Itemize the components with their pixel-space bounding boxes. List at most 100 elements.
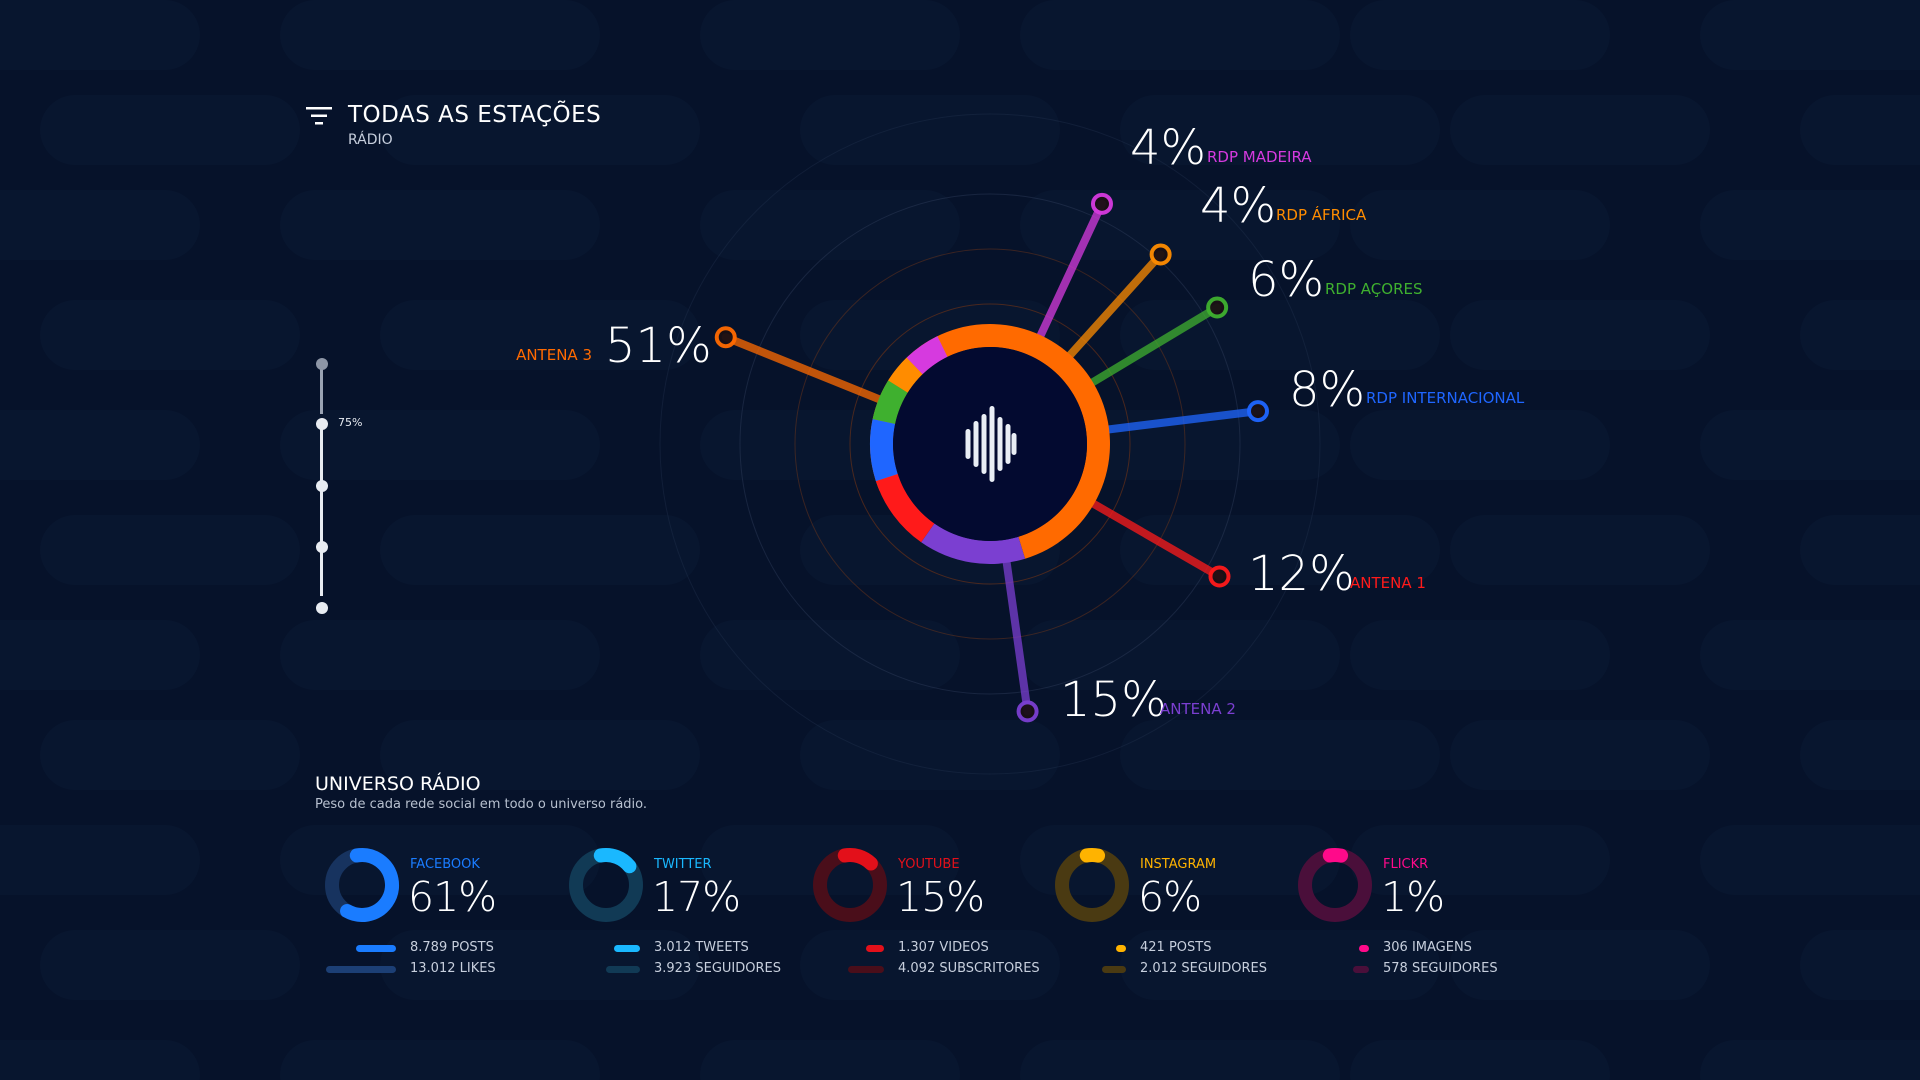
guide-circle [739, 193, 1241, 695]
background-pill [800, 95, 1060, 165]
social-card-flickr[interactable]: FLICKR 1% 306 IMAGENS 578 SEGUIDORES [1295, 845, 1545, 976]
background-pill [0, 620, 200, 690]
social-name-instagram: INSTAGRAM [1140, 857, 1217, 872]
donut-segment-acores[interactable] [872, 380, 908, 424]
universo-section-header: UNIVERSO RÁDIO Peso de cada rede social … [315, 773, 647, 812]
social-percent-instagram: 6% [1138, 873, 1202, 921]
background-pill [380, 515, 700, 585]
social-percent-twitter: 17% [652, 873, 741, 921]
metric-bar [1359, 945, 1369, 952]
station-name-antena3: ANTENA 3 [516, 346, 592, 364]
universo-title: UNIVERSO RÁDIO [315, 773, 481, 795]
leader-endpoint-internacional[interactable] [1246, 400, 1269, 423]
station-name-internacional: RDP INTERNACIONAL [1366, 389, 1525, 407]
social-metric-facebook-2: 13.012 LIKES [322, 961, 582, 977]
leader-line-acores [1085, 303, 1222, 389]
donut-segment-antena1[interactable] [875, 473, 935, 543]
background-pill [1350, 1040, 1610, 1080]
slider-value-label: 75% [338, 416, 363, 429]
background-pill [1450, 720, 1710, 790]
guide-circle [794, 248, 1186, 640]
station-percent-madeira: 4% [1130, 120, 1206, 176]
audio-wave-icon [965, 406, 1017, 482]
page-title[interactable]: TODAS AS ESTAÇÕES [348, 102, 602, 128]
background-pill [1020, 620, 1340, 690]
background-pill [40, 930, 300, 1000]
background-pill [700, 620, 960, 690]
filter-icon[interactable] [306, 106, 334, 126]
slider-fill [320, 424, 323, 596]
leader-endpoint-antena1[interactable] [1208, 565, 1231, 588]
background-pill [40, 300, 300, 370]
station-percent-antena2: 15% [1060, 672, 1167, 728]
social-name-facebook: FACEBOOK [410, 857, 480, 872]
background-pill [700, 190, 960, 260]
background-pill [1120, 95, 1440, 165]
metric-bar [614, 945, 640, 952]
station-percent-acores: 6% [1248, 252, 1324, 308]
background-pill [700, 1040, 960, 1080]
background-pill [40, 95, 300, 165]
donut-segment-africa[interactable] [888, 357, 923, 393]
station-percent-africa: 4% [1200, 178, 1276, 234]
metric-bar [866, 945, 884, 952]
background-pill [1020, 0, 1340, 70]
background-pill [280, 410, 600, 480]
background-pill [0, 0, 200, 70]
social-percent-youtube: 15% [896, 873, 985, 921]
background-pill [0, 410, 200, 480]
zoom-slider[interactable]: 75% [300, 350, 380, 620]
station-percent-antena1: 12% [1248, 546, 1355, 602]
slider-handle[interactable] [316, 418, 328, 430]
background-pill [380, 300, 700, 370]
leader-endpoint-antena3[interactable] [714, 326, 737, 349]
metric-text: 2.012 SEGUIDORES [1140, 961, 1267, 976]
social-card-facebook[interactable]: FACEBOOK 61% 8.789 POSTS 13.012 LIKES [322, 845, 572, 976]
slider-stop[interactable] [316, 602, 328, 614]
slider-stop[interactable] [316, 480, 328, 492]
guide-circle [849, 303, 1131, 585]
universo-subtitle: Peso de cada rede social em todo o unive… [315, 797, 648, 812]
social-percent-facebook: 61% [408, 873, 497, 921]
leader-endpoint-madeira[interactable] [1090, 192, 1113, 215]
leader-endpoint-antena2[interactable] [1016, 700, 1039, 723]
background-pill [40, 515, 300, 585]
station-name-africa: RDP ÁFRICA [1276, 205, 1367, 224]
station-name-antena2: ANTENA 2 [1160, 700, 1236, 718]
background-pill [0, 1040, 200, 1080]
donut-segment-madeira[interactable] [906, 336, 948, 375]
background-pill [1700, 620, 1920, 690]
slider-stop[interactable] [316, 541, 328, 553]
metric-bar [1102, 966, 1126, 973]
background-pill [1020, 1040, 1340, 1080]
background-pill [800, 720, 1060, 790]
leader-endpoint-africa[interactable] [1149, 243, 1172, 266]
social-card-twitter[interactable]: TWITTER 17% 3.012 TWEETS 3.923 SEGUIDORES [566, 845, 816, 976]
social-metric-twitter-1: 3.012 TWEETS [566, 940, 826, 956]
background-pill [1350, 190, 1610, 260]
background-pill [280, 190, 600, 260]
background-pill [1800, 515, 1920, 585]
social-metric-facebook-1: 8.789 POSTS [322, 940, 582, 956]
background-pill [1700, 825, 1920, 895]
leader-endpoint-acores[interactable] [1206, 296, 1229, 319]
social-card-instagram[interactable]: INSTAGRAM 6% 421 POSTS 2.012 SEGUIDORES [1052, 845, 1302, 976]
background-pill [1020, 825, 1340, 895]
slider-stop[interactable] [316, 358, 328, 370]
leader-line-internacional [1101, 407, 1262, 434]
station-percent-antena3: 51% [605, 318, 712, 374]
metric-text: 13.012 LIKES [410, 961, 496, 976]
social-card-youtube[interactable]: YOUTUBE 15% 1.307 VIDEOS 4.092 SUBSCRITORES [810, 845, 1060, 976]
background-pill [1700, 190, 1920, 260]
background-pill [1800, 95, 1920, 165]
background-pill [1450, 515, 1710, 585]
metric-text: 421 POSTS [1140, 940, 1212, 955]
leader-line-antena3 [721, 333, 887, 405]
metric-text: 4.092 SUBSCRITORES [898, 961, 1040, 976]
donut-segment-internacional[interactable] [870, 419, 898, 482]
background-pill [280, 0, 600, 70]
donut-segment-antena2[interactable] [921, 523, 1026, 564]
background-pill [280, 620, 600, 690]
